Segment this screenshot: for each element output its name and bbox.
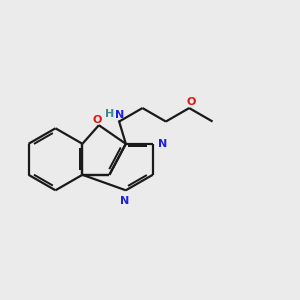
- Text: O: O: [186, 98, 195, 107]
- Text: N: N: [158, 139, 168, 149]
- Text: N: N: [115, 110, 124, 120]
- Text: O: O: [93, 115, 102, 124]
- Text: N: N: [120, 196, 129, 206]
- Text: H: H: [105, 109, 115, 119]
